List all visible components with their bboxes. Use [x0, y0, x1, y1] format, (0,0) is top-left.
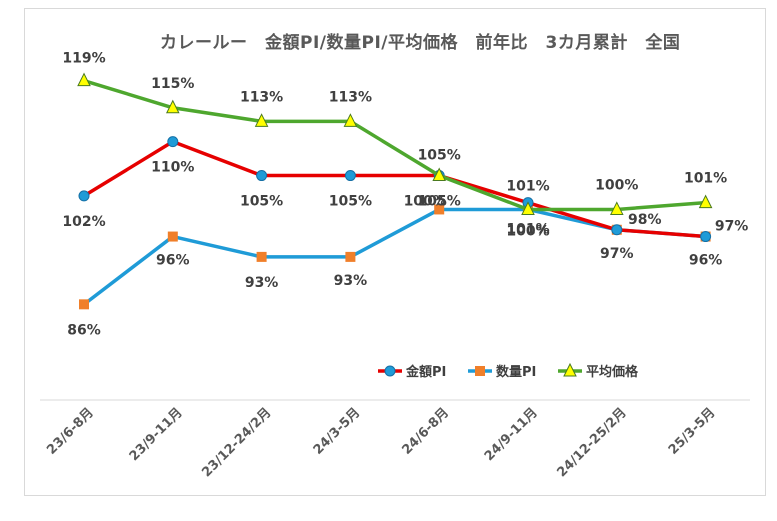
data-label: 98% [628, 212, 662, 228]
x-tick-label: 23/12-24/2月 [199, 405, 274, 480]
legend-marker [563, 362, 577, 377]
data-label: 115% [151, 76, 194, 92]
data-point [256, 170, 268, 182]
data-point [700, 231, 712, 243]
data-label: 119% [62, 51, 105, 67]
data-point [434, 204, 445, 215]
data-label: 100% [506, 223, 549, 239]
x-tick-label: 23/9-11月 [127, 405, 186, 464]
data-label: 105% [418, 148, 461, 164]
data-label: 105% [418, 194, 461, 210]
data-point [611, 224, 623, 236]
x-tick-label: 24/12-25/2月 [555, 405, 630, 480]
data-label-layer: 102% 110% 105% 105% 105% 101% 98% 97% 86% 96% 93% 9… [62, 51, 748, 339]
x-tick-label: 24/9-11月 [482, 405, 541, 464]
data-point [165, 99, 180, 114]
data-point [256, 251, 267, 262]
data-label: 93% [245, 275, 279, 291]
data-label: 93% [334, 273, 368, 289]
data-point [521, 201, 535, 215]
data-point [79, 299, 89, 310]
data-label: 101% [506, 179, 549, 195]
data-point [254, 113, 269, 127]
legend-label: 数量PI [496, 364, 536, 380]
data-point [609, 201, 624, 215]
data-point [167, 136, 179, 148]
data-label: 113% [329, 89, 372, 105]
legend-item: 数量PI [468, 364, 536, 380]
data-point [344, 170, 356, 182]
legend-item: 金額PI [378, 364, 446, 380]
data-point [78, 190, 90, 202]
legend-label: 平均価格 [586, 364, 639, 380]
chart-title: カレールー 金額PI/数量PI/平均価格 前年比 3カ月累計 全国 [160, 33, 681, 53]
series-layer [77, 72, 713, 310]
x-tick-layer: 23/6-8月 23/9-11月 23/12-24/2月 24/3-5月 24/6-8月… [44, 405, 718, 480]
data-point [77, 72, 91, 87]
data-label: 113% [240, 89, 283, 105]
data-label: 102% [62, 214, 105, 230]
data-label: 100% [595, 177, 638, 193]
data-label: 105% [329, 194, 372, 210]
data-label: 101% [684, 171, 727, 187]
data-label: 96% [156, 253, 190, 269]
data-point [698, 194, 713, 209]
data-point [167, 231, 178, 242]
data-label: 97% [715, 219, 749, 235]
x-tick-label: 25/3-5月 [666, 405, 719, 458]
legend-marker [384, 365, 396, 377]
legend-item: 平均価格 [558, 362, 639, 380]
x-tick-label: 24/6-8月 [399, 405, 452, 458]
x-tick-label: 23/6-8月 [44, 405, 97, 458]
chart-frame [24, 8, 766, 496]
data-label: 86% [67, 322, 101, 338]
data-label: 110% [151, 160, 194, 176]
x-tick-label: 24/3-5月 [311, 405, 364, 458]
data-label: 105% [240, 194, 283, 210]
series-line [82, 78, 708, 212]
data-label: 100% [404, 193, 447, 209]
legend-marker [475, 366, 485, 376]
legend: 金額PI 数量PI 平均価格 [378, 362, 639, 380]
series-line [82, 139, 708, 239]
legend-label: 金額PI [405, 364, 446, 380]
data-point [432, 167, 447, 182]
series-3 [77, 72, 713, 215]
data-label: 101% [506, 221, 549, 237]
data-point [343, 113, 358, 127]
data-point [345, 251, 356, 262]
data-label: 96% [689, 253, 723, 269]
data-label: 97% [600, 246, 634, 262]
